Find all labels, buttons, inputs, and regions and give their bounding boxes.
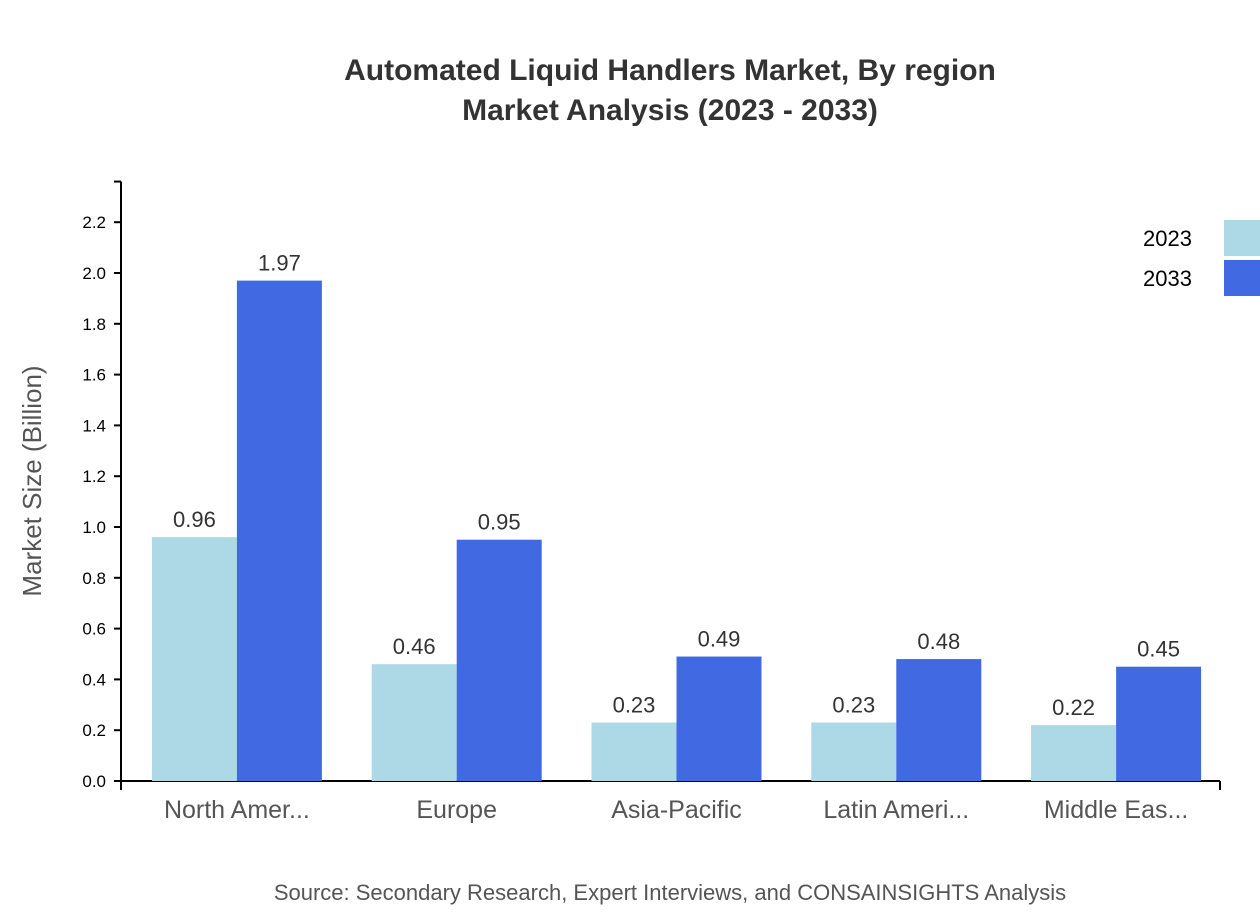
- legend-swatch: [1224, 220, 1260, 256]
- chart-subtitle: Market Analysis (2023 - 2033): [462, 94, 878, 127]
- data-label: 0.49: [698, 627, 741, 652]
- x-tick-label: Middle Eas...: [1044, 796, 1189, 824]
- data-label: 0.46: [393, 634, 436, 659]
- bar-2023: [151, 537, 237, 781]
- legend-label: 2033: [1143, 266, 1192, 291]
- bar-2023: [591, 722, 677, 781]
- y-tick-label: 0.6: [82, 620, 106, 639]
- data-label: 0.23: [832, 693, 875, 718]
- data-label: 0.23: [613, 693, 656, 718]
- data-label: 0.45: [1137, 637, 1180, 662]
- data-label: 0.96: [173, 507, 216, 532]
- y-tick-label: 0.8: [82, 569, 106, 588]
- y-tick-label: 1.0: [82, 518, 106, 537]
- chart-title: Automated Liquid Handlers Market, By reg…: [344, 54, 996, 87]
- y-tick-label: 1.8: [82, 315, 106, 334]
- bar-2033: [1116, 666, 1202, 781]
- bar-2023: [371, 664, 457, 781]
- y-tick-label: 0.4: [82, 670, 106, 689]
- y-tick-label: 2.0: [82, 264, 106, 283]
- bar-2023: [811, 722, 897, 781]
- x-tick-label: North Amer...: [164, 796, 310, 824]
- y-tick-label: 0.2: [82, 721, 106, 740]
- data-label: 0.95: [478, 510, 521, 535]
- x-tick-label: Latin Ameri...: [823, 796, 969, 824]
- y-tick-label: 0.0: [82, 772, 106, 791]
- y-tick-label: 1.2: [82, 467, 106, 486]
- bar-2033: [456, 539, 542, 781]
- data-label: 1.97: [258, 251, 301, 276]
- data-label: 0.48: [917, 629, 960, 654]
- y-tick-label: 1.6: [82, 366, 106, 385]
- y-tick-label: 1.4: [82, 416, 106, 435]
- x-tick-label: Asia-Pacific: [611, 796, 742, 824]
- y-axis-label: Market Size (Billion): [17, 365, 47, 596]
- data-label: 0.22: [1052, 695, 1095, 720]
- bar-2033: [896, 659, 982, 781]
- source-note: Source: Secondary Research, Expert Inter…: [274, 880, 1066, 905]
- bar-2033: [676, 656, 762, 781]
- legend-label: 2023: [1143, 226, 1192, 251]
- y-tick-label: 2.2: [82, 213, 106, 232]
- x-tick-label: Europe: [416, 796, 497, 824]
- legend-swatch: [1224, 260, 1260, 296]
- bar-2033: [236, 280, 322, 781]
- bar-2023: [1031, 725, 1117, 781]
